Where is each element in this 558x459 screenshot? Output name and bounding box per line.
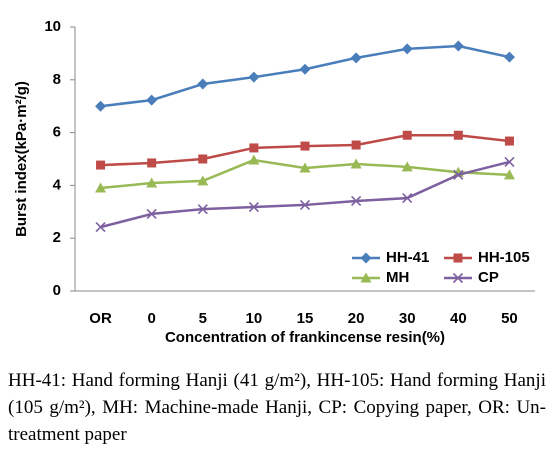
x-tick-label: 20 — [348, 310, 365, 327]
y-tick-label: 4 — [53, 176, 62, 193]
marker — [402, 193, 413, 204]
marker — [503, 169, 515, 180]
marker — [402, 130, 412, 140]
x-tick-label: 0 — [147, 310, 155, 327]
marker — [146, 177, 158, 188]
caption: HH-41: Hand forming Hanji (41 g/m²), HH-… — [8, 370, 546, 445]
series-line — [100, 44, 510, 108]
x-axis-label: Concentration of frankincense resin(%) — [165, 329, 445, 346]
marker — [197, 204, 208, 215]
marker — [95, 100, 107, 112]
marker — [248, 154, 260, 165]
marker — [248, 201, 259, 213]
legend-marker — [360, 272, 372, 283]
marker — [503, 51, 515, 63]
x-tick-label: 40 — [450, 310, 467, 327]
marker — [95, 222, 106, 233]
marker — [453, 130, 463, 140]
marker — [504, 156, 515, 167]
marker — [350, 52, 362, 64]
marker — [351, 195, 362, 207]
y-tick-label: 6 — [53, 124, 61, 141]
marker — [299, 63, 311, 75]
marker — [147, 158, 157, 168]
marker — [197, 78, 209, 90]
legend-label: MH — [386, 269, 409, 286]
marker — [351, 140, 361, 150]
y-tick-label: 10 — [44, 18, 61, 35]
legend-label: HH-41 — [386, 249, 429, 266]
marker — [401, 43, 413, 55]
legend-marker — [360, 252, 372, 264]
marker — [96, 160, 106, 170]
marker — [299, 199, 311, 211]
x-tick-label: 30 — [399, 310, 416, 327]
y-tick-label: 2 — [53, 229, 61, 246]
y-axis-label: Burst index(kPa·m²/g) — [13, 81, 30, 237]
marker — [95, 182, 107, 193]
chart: Burst index(kPa·m²/g) Concentration of f… — [13, 18, 535, 346]
marker — [249, 143, 259, 153]
legend-label: CP — [478, 269, 499, 286]
x-tick-label: 10 — [246, 310, 263, 327]
marker — [452, 40, 464, 52]
y-tick-label: 0 — [53, 282, 61, 299]
legend-marker — [453, 253, 463, 263]
marker — [350, 158, 362, 169]
x-tick-label: OR — [89, 310, 112, 327]
marker — [504, 136, 514, 146]
marker — [146, 208, 157, 219]
marker — [299, 162, 311, 173]
legend-marker — [452, 272, 464, 284]
x-tick-label: 50 — [501, 310, 518, 327]
marker — [248, 71, 260, 83]
marker — [197, 175, 209, 186]
legend-label: HH-105 — [478, 249, 530, 266]
x-tick-label: 15 — [297, 310, 314, 327]
marker — [300, 141, 310, 151]
marker — [453, 169, 464, 180]
marker — [146, 94, 158, 106]
marker — [198, 154, 208, 164]
y-tick-label: 8 — [53, 71, 61, 88]
x-tick-label: 5 — [199, 310, 207, 327]
marker — [401, 161, 413, 172]
